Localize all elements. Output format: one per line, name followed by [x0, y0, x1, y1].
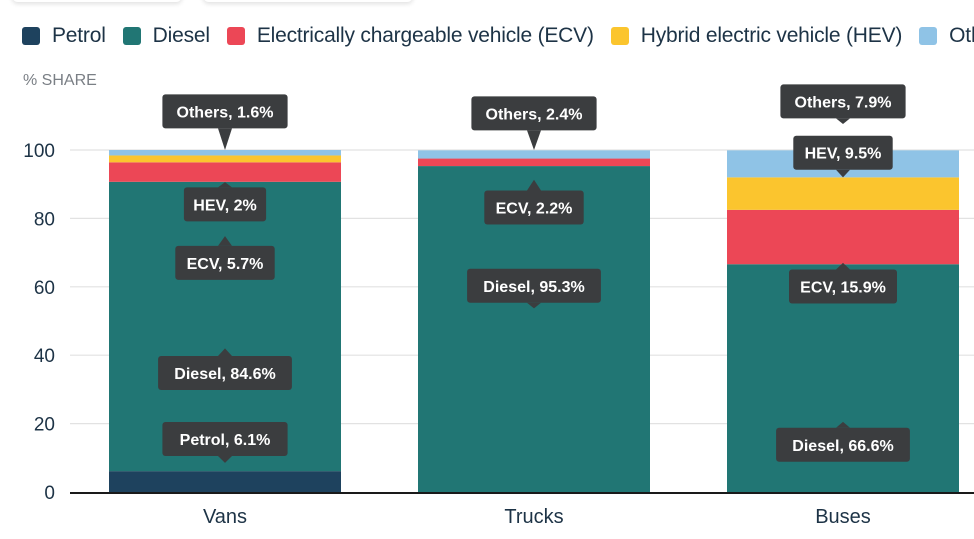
legend-label: Petrol	[52, 24, 106, 47]
data-label-pointer	[218, 128, 232, 150]
bar-segment-buses-ecv[interactable]	[727, 209, 959, 265]
data-label-text: Others, 1.6%	[177, 104, 274, 121]
legend-item-diesel[interactable]: Diesel	[122, 24, 210, 48]
x-tick-label: Buses	[815, 506, 871, 528]
data-label-buses-ecv: ECV, 15.9%	[789, 262, 897, 304]
y-tick-label: 20	[34, 415, 55, 436]
data-label-box	[789, 269, 897, 304]
legend-label: Diesel	[152, 24, 210, 47]
data-label-box	[793, 135, 893, 170]
legend-swatch	[226, 27, 245, 45]
y-tick-label: 100	[23, 141, 55, 162]
legend-swatch	[610, 27, 629, 45]
data-label-box	[158, 355, 292, 390]
y-axis-label: % SHARE	[23, 72, 97, 89]
legend-item-petrol[interactable]: Petrol	[22, 24, 106, 48]
data-label-vans-ecv: ECV, 5.7%	[175, 236, 275, 280]
legend-item-ecv[interactable]: Electrically chargeable vehicle (ECV)	[226, 24, 594, 48]
data-label-text: ECV, 5.7%	[187, 256, 264, 273]
bar-segment-vans-petrol[interactable]	[109, 471, 341, 492]
legend: Petrol Diesel Electrically chargeable vehi…	[22, 24, 974, 48]
data-label-box	[467, 268, 601, 303]
bar-segment-vans-ecv[interactable]	[109, 162, 341, 182]
data-label-buses-others: Others, 7.9%	[780, 84, 906, 125]
data-label-pointer	[218, 348, 232, 356]
data-label-box	[471, 96, 597, 131]
data-label-vans-hev: HEV, 2%	[183, 182, 267, 222]
data-label-text: Diesel, 95.3%	[483, 279, 584, 296]
bar-segment-vans-others[interactable]	[109, 150, 341, 156]
data-label-pointer	[836, 421, 850, 428]
bar-segment-buses-hev[interactable]	[727, 177, 959, 210]
data-label-text: ECV, 15.9%	[800, 279, 886, 296]
y-tick-label: 80	[34, 209, 55, 230]
legend-swatch	[122, 27, 141, 45]
header-card-left	[12, 0, 182, 2]
data-label-text: Others, 2.4%	[486, 106, 583, 123]
data-label-box	[776, 427, 910, 462]
data-label-text: Diesel, 66.6%	[792, 438, 893, 455]
data-label-box	[484, 190, 584, 225]
bar-segment-trucks-others[interactable]	[418, 150, 650, 159]
legend-label: Others	[949, 24, 974, 47]
data-label-pointer	[218, 455, 232, 463]
data-label-trucks-ecv: ECV, 2.2%	[484, 179, 584, 225]
x-tick-label: Vans	[203, 506, 247, 528]
data-label-text: Others, 7.9%	[795, 94, 892, 111]
data-label-text: Petrol, 6.1%	[180, 432, 271, 449]
data-label-pointer	[218, 236, 232, 246]
header-card-right	[203, 0, 413, 2]
data-label-pointer	[836, 262, 850, 270]
data-label-box	[162, 94, 288, 129]
data-label-box	[175, 245, 275, 280]
data-label-pointer	[836, 118, 850, 125]
data-label-pointer	[527, 179, 541, 191]
data-label-text: ECV, 2.2%	[496, 200, 573, 217]
y-tick-label: 0	[44, 483, 55, 504]
data-label-box	[183, 187, 267, 222]
x-tick-label: Trucks	[504, 506, 563, 528]
data-label-trucks-diesel: Diesel, 95.3%	[467, 268, 601, 309]
y-tick-label: 40	[34, 346, 55, 367]
bar-segment-vans-hev[interactable]	[109, 155, 341, 163]
legend-swatch	[22, 27, 40, 45]
data-label-box	[780, 84, 906, 119]
data-label-buses-diesel: Diesel, 66.6%	[776, 421, 910, 462]
data-label-trucks-others: Others, 2.4%	[471, 96, 597, 150]
data-label-text: HEV, 2%	[193, 197, 256, 214]
data-label-buses-hev: HEV, 9.5%	[793, 135, 893, 178]
data-label-box	[162, 421, 288, 456]
bar-segment-trucks-ecv[interactable]	[418, 158, 650, 167]
legend-swatch	[919, 27, 938, 45]
data-label-vans-others: Others, 1.6%	[162, 94, 288, 150]
data-label-pointer	[527, 130, 541, 150]
data-label-pointer	[836, 169, 850, 178]
legend-item-hev[interactable]: Hybrid electric vehicle (HEV)	[610, 24, 903, 48]
legend-label: Electrically chargeable vehicle (ECV)	[256, 24, 594, 47]
legend-label: Hybrid electric vehicle (HEV)	[640, 24, 903, 47]
data-label-text: HEV, 9.5%	[805, 146, 882, 163]
data-label-text: Diesel, 84.6%	[174, 366, 275, 383]
data-label-vans-diesel: Diesel, 84.6%	[158, 348, 292, 390]
y-tick-label: 60	[34, 278, 55, 299]
legend-item-others[interactable]: Others	[919, 24, 974, 48]
data-label-vans-petrol: Petrol, 6.1%	[162, 421, 288, 463]
data-label-pointer	[218, 182, 232, 188]
data-label-pointer	[527, 302, 541, 309]
